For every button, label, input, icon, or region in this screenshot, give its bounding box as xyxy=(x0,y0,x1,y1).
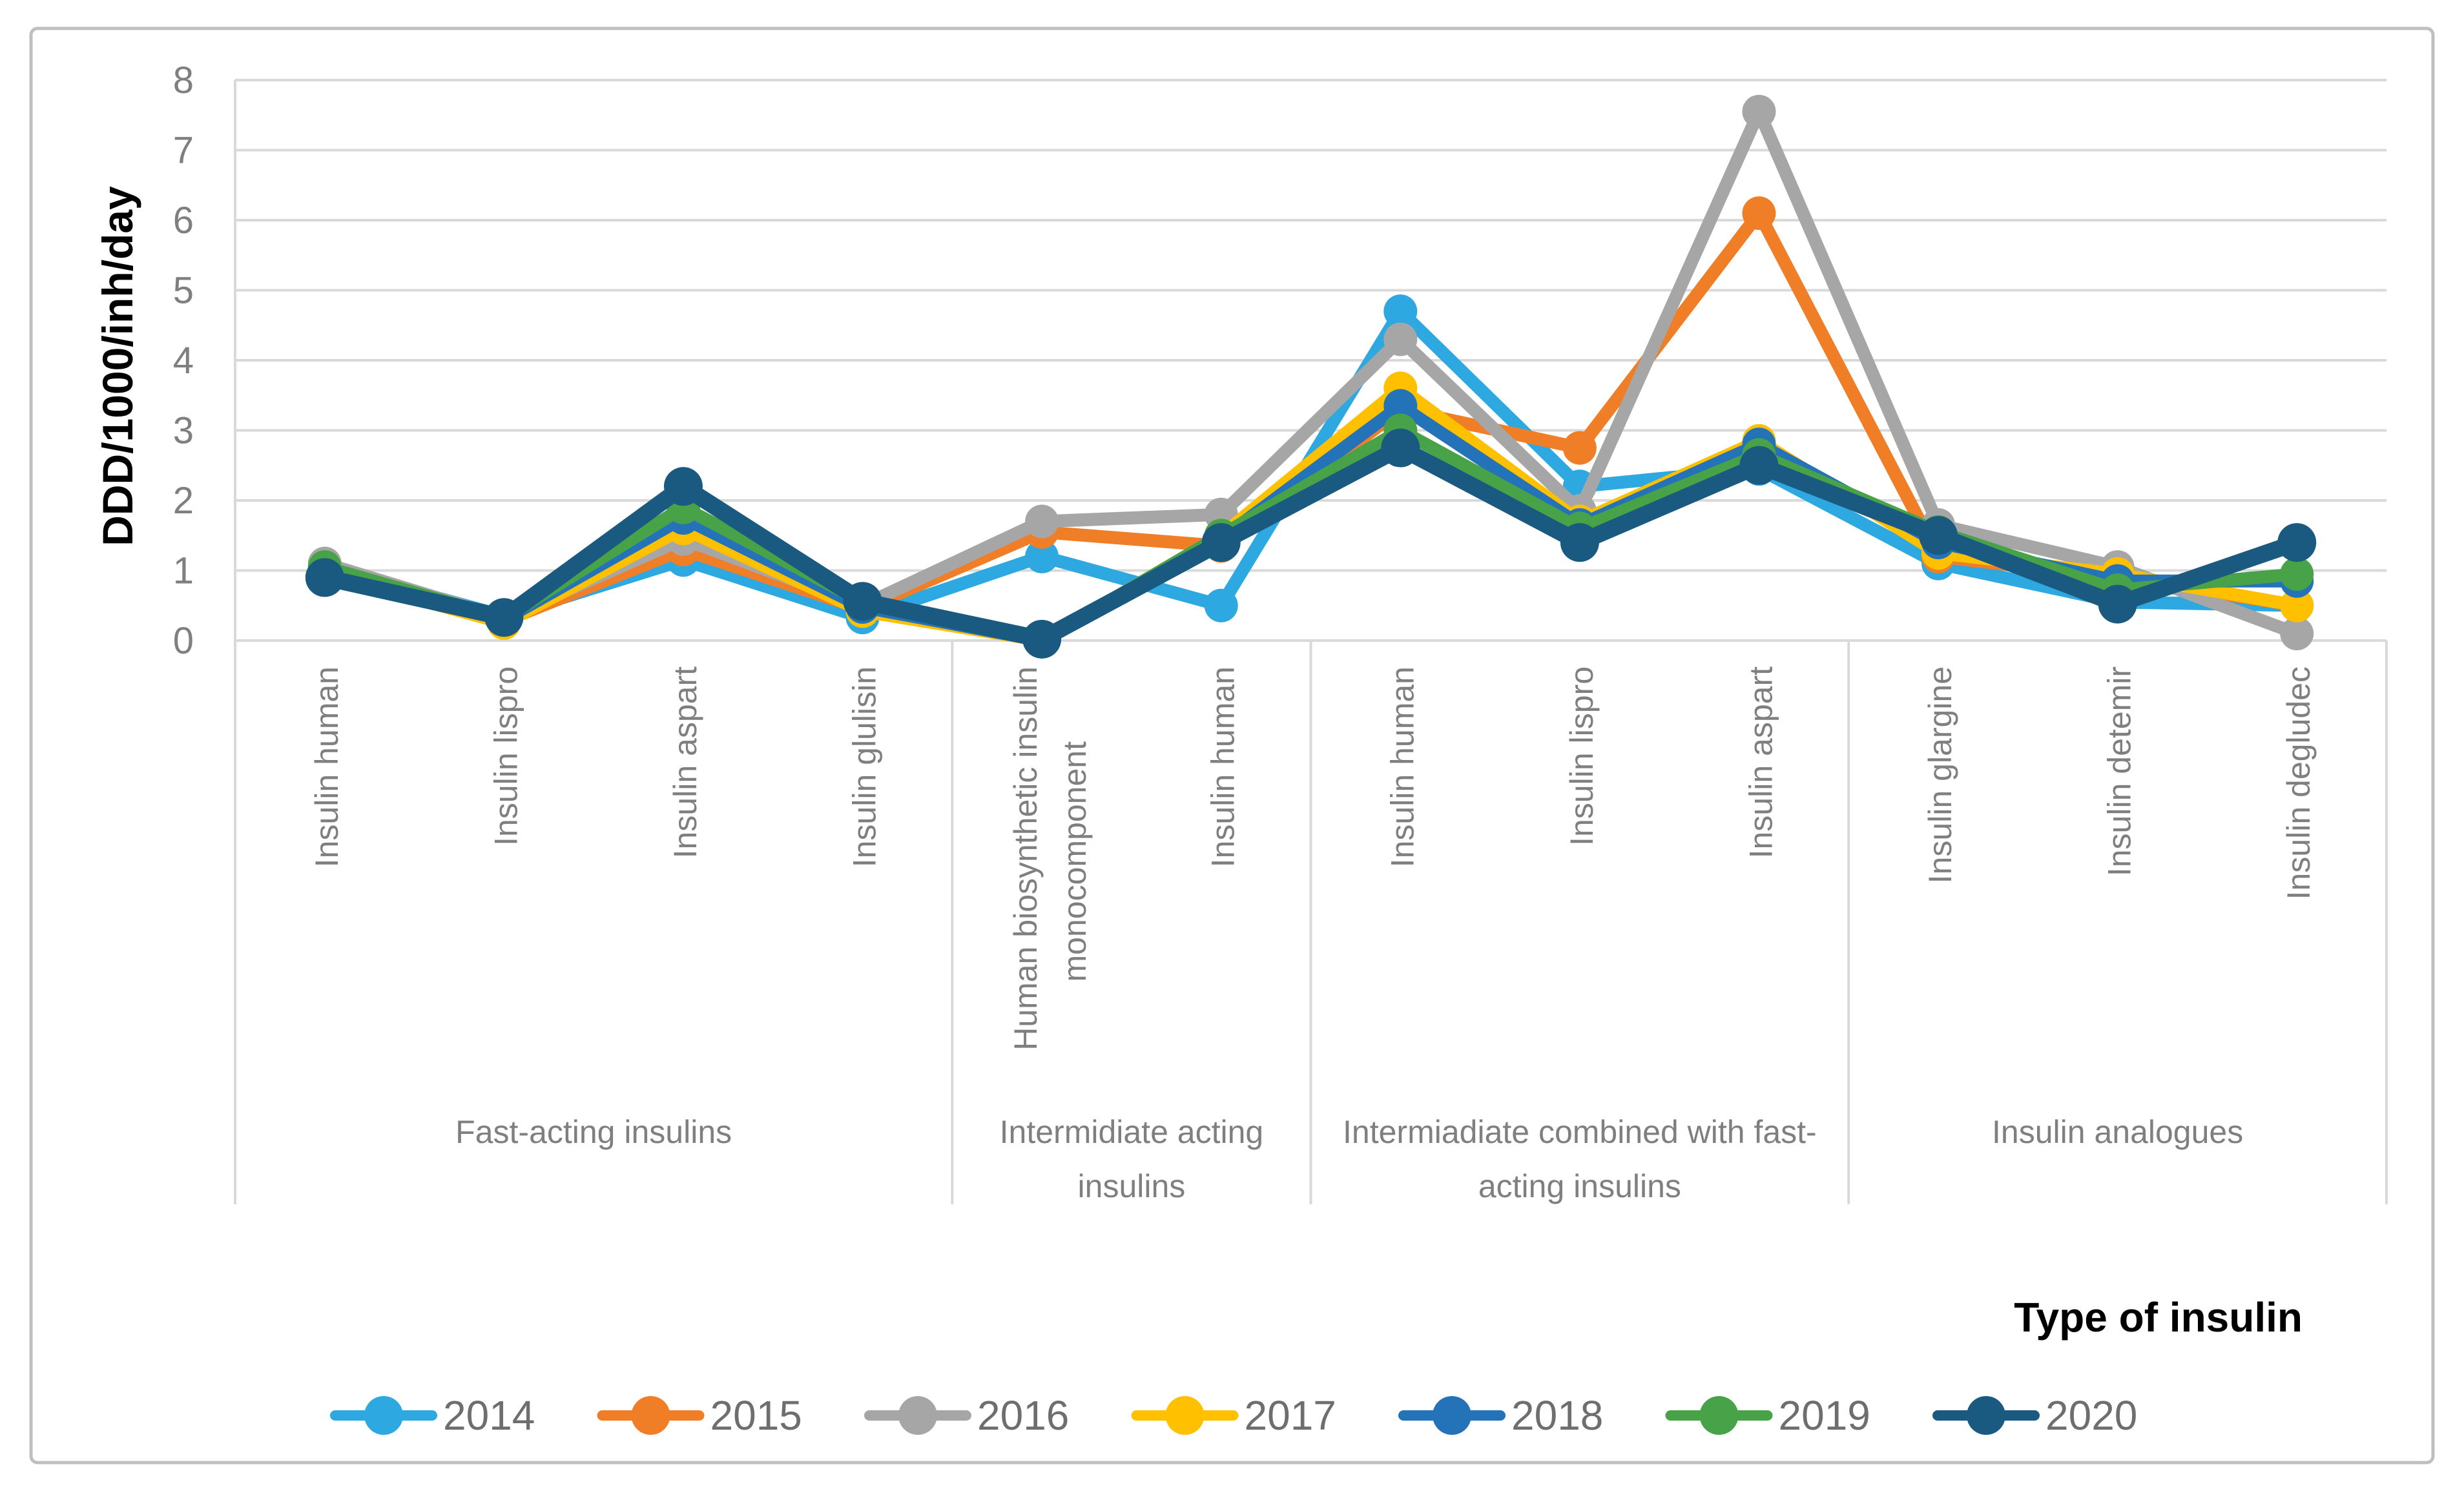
axis-frame-layer xyxy=(234,80,2388,1204)
legend-label: 2016 xyxy=(977,1392,1069,1439)
category-label: Insulin glargine xyxy=(1922,666,1958,883)
data-point-2020 xyxy=(1022,619,1062,659)
legend-label: 2019 xyxy=(1779,1392,1870,1439)
data-point-2020 xyxy=(843,582,882,621)
group-label: Intermiadiate combined with fast- xyxy=(1343,1114,1817,1150)
legend-marker-dot xyxy=(1967,1396,2005,1435)
y-tick-label: 8 xyxy=(173,59,194,101)
category-label: Insulin lispro xyxy=(1564,666,1600,846)
data-point-2020 xyxy=(484,598,524,637)
data-point-2016 xyxy=(1742,94,1776,129)
data-point-2020 xyxy=(305,558,344,597)
chart-border-layer xyxy=(29,26,2435,1465)
data-point-2017 xyxy=(2280,588,2314,622)
series-2020 xyxy=(305,428,2317,659)
data-point-2020 xyxy=(1739,446,1779,485)
category-label: Insulin human xyxy=(1384,666,1420,867)
category-label: Insulin human xyxy=(1205,666,1241,867)
x-axis-title: Type of insulin xyxy=(2014,1294,2303,1341)
category-label: Human biosynthetic insulin xyxy=(1008,666,1044,1051)
data-point-2014 xyxy=(1025,539,1059,573)
y-tick-label: 0 xyxy=(173,620,194,662)
legend-label: 2014 xyxy=(443,1392,535,1439)
data-point-2016 xyxy=(1383,322,1418,356)
group-label: acting insulins xyxy=(1478,1168,1681,1204)
category-labels-layer: Insulin human Insulin lispro Insulin aspar… xyxy=(309,666,2317,1051)
group-label: Intermidiate acting xyxy=(1000,1114,1264,1150)
legend-item-2020: 2020 xyxy=(1932,1392,2137,1439)
legend-marker-dot xyxy=(1699,1396,1739,1435)
data-point-2020 xyxy=(2098,584,2137,624)
y-tick-label: 1 xyxy=(173,550,194,592)
legend-marker-dot xyxy=(631,1396,670,1435)
legend-item-2015: 2015 xyxy=(597,1392,802,1439)
y-tick-label: 6 xyxy=(173,200,194,242)
legend-label: 2018 xyxy=(1511,1392,1603,1439)
legend-marker-dot xyxy=(898,1396,937,1435)
legend-marker-dot xyxy=(1433,1396,1471,1435)
data-point-2014 xyxy=(1204,588,1238,622)
legend-item-2017: 2017 xyxy=(1131,1392,1336,1439)
chart-border xyxy=(29,26,2435,1465)
legend-item-2019: 2019 xyxy=(1665,1392,1870,1439)
y-tick-label: 4 xyxy=(173,340,194,382)
category-label: Insulin degludec xyxy=(2281,666,2317,900)
group-label: Fast-acting insulins xyxy=(455,1114,732,1150)
data-point-2020 xyxy=(663,467,703,506)
legend-label: 2017 xyxy=(1245,1392,1336,1439)
series-line-2020 xyxy=(316,439,2306,648)
category-label: Insulin human xyxy=(309,666,345,867)
legend-marker-dot xyxy=(364,1396,403,1435)
category-label: Insulin detemir xyxy=(2102,666,2138,876)
data-point-2020 xyxy=(2277,523,2317,562)
data-point-2016 xyxy=(1025,504,1059,539)
data-point-2020 xyxy=(1201,523,1241,562)
data-point-2020 xyxy=(1560,523,1599,562)
legend-label: 2020 xyxy=(2045,1392,2137,1439)
legend-label: 2015 xyxy=(710,1392,802,1439)
category-label: Insulin aspart xyxy=(1743,666,1779,858)
category-label: Insulin aspart xyxy=(667,666,703,858)
data-point-2015 xyxy=(1562,431,1597,465)
data-point-2019 xyxy=(2280,557,2314,591)
legend-item-2014: 2014 xyxy=(330,1392,535,1439)
y-axis-tick-labels: 0 1 2 3 4 5 6 7 8 xyxy=(173,59,194,662)
group-label: insulins xyxy=(1078,1168,1186,1204)
y-tick-label: 5 xyxy=(173,270,194,312)
series-layer xyxy=(305,94,2317,659)
data-point-2018 xyxy=(1383,389,1418,423)
data-point-2014 xyxy=(1383,294,1418,329)
legend: 2014 2015 2016 2017 2018 2019 2020 xyxy=(330,1392,2137,1439)
category-label: Insulin lispro xyxy=(488,666,524,846)
y-tick-label: 7 xyxy=(173,130,194,172)
legend-item-2016: 2016 xyxy=(864,1392,1069,1439)
category-label: monocomponent xyxy=(1057,741,1093,982)
category-label: Insulin glulisin xyxy=(847,666,883,867)
series-line-2016 xyxy=(318,105,2304,641)
legend-item-2018: 2018 xyxy=(1398,1392,1603,1439)
series-2017 xyxy=(307,371,2314,657)
data-point-2020 xyxy=(1381,428,1420,468)
data-point-2016 xyxy=(2280,617,2314,651)
y-axis-title: DDD/1000/inh/day xyxy=(94,186,141,546)
data-point-2020 xyxy=(1919,516,1958,555)
series-line-2017 xyxy=(318,382,2304,647)
y-tick-label: 2 xyxy=(173,480,194,522)
group-labels-layer: Fast-acting insulins Intermidiate acting i… xyxy=(455,1114,2243,1204)
legend-marker-dot xyxy=(1165,1396,1205,1435)
data-point-2015 xyxy=(1742,196,1776,231)
y-tick-label: 3 xyxy=(173,410,194,452)
group-label: Insulin analogues xyxy=(1992,1114,2243,1150)
